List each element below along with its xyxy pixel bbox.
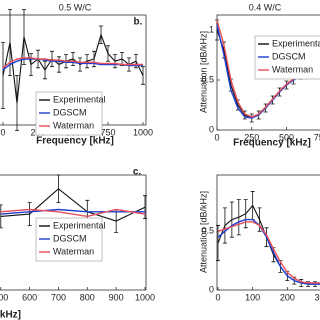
x-tick-label: 0 — [0, 127, 5, 137]
y-tick-label: 0.5 — [201, 74, 214, 84]
error-bar — [229, 201, 234, 238]
x-tick-label: 300 — [314, 292, 320, 302]
x-axis-label: Frequency [kHz] — [36, 136, 114, 147]
series-line — [0, 208, 146, 218]
y-tick-label: 0 — [209, 124, 214, 134]
error-bar — [99, 25, 103, 44]
legend-label: Waterman — [272, 64, 313, 74]
panel-title: 0.4 W/C — [249, 2, 282, 12]
error-bar — [85, 54, 89, 69]
error-bar — [56, 174, 61, 203]
error-bar — [243, 199, 248, 229]
error-bar — [236, 199, 241, 236]
series-line — [217, 221, 320, 284]
x-tick-label: 800 — [80, 292, 95, 302]
x-tick-label: 0 — [214, 132, 219, 142]
error-bar — [257, 207, 262, 232]
series-line — [2, 57, 143, 69]
x-tick-label: 500 — [0, 292, 8, 302]
series-line — [216, 24, 320, 119]
legend-label: Waterman — [53, 246, 94, 256]
error-bar — [143, 195, 147, 220]
x-tick-label: 500 — [279, 132, 294, 142]
x-tick-label: 200 — [280, 292, 295, 302]
x-tick-label: 750 — [314, 132, 320, 142]
error-bar — [92, 50, 96, 68]
x-tick-label: 1000 — [135, 292, 155, 302]
x-tick-label: 900 — [109, 292, 124, 302]
error-bar — [106, 45, 110, 62]
y-axis-label: Attenuation [dB/kHz] — [198, 191, 208, 273]
x-tick-label: 250 — [244, 132, 259, 142]
y-tick-label: 0.5 — [201, 226, 214, 236]
error-bar — [1, 42, 5, 109]
x-tick-label: 0 — [215, 292, 220, 302]
panel-title: 0.5 W/C — [59, 2, 92, 12]
panel-label: c. — [133, 167, 142, 178]
panel-label: b. — [134, 17, 143, 28]
error-bar — [22, 9, 26, 65]
legend-label: Experimental — [53, 94, 106, 104]
error-bar — [120, 52, 124, 66]
legend-label: DGSCM — [272, 51, 306, 61]
y-axis-label: Attenuation [dB/kHz] — [198, 31, 208, 113]
legend-label: Waterman — [53, 120, 94, 130]
y-tick-label: 1 — [209, 24, 214, 34]
series-line — [0, 208, 145, 215]
series-line — [0, 188, 146, 222]
legend-label: Experimental — [272, 38, 320, 48]
error-bar — [43, 60, 47, 80]
x-axis-label: Frequency [kHz] — [233, 138, 311, 149]
x-tick-label: 100 — [245, 292, 260, 302]
series-line — [217, 218, 320, 285]
error-bar — [78, 57, 82, 72]
x-axis-label: Frequency [kHz] — [0, 310, 21, 320]
y-tick-label: 0 — [209, 284, 214, 294]
legend-label: DGSCM — [53, 233, 87, 243]
x-tick-label: 750 — [100, 127, 115, 137]
error-bar — [71, 52, 75, 66]
legend-label: Experimental — [53, 220, 106, 230]
error-bar — [57, 56, 61, 73]
error-bar — [222, 207, 227, 244]
series-line — [216, 19, 320, 118]
error-bar — [50, 50, 54, 68]
error-bar — [15, 75, 19, 131]
x-tick-label: 1000 — [133, 127, 153, 137]
x-tick-label: 600 — [22, 292, 37, 302]
plot-frame — [216, 174, 320, 291]
error-bar — [29, 53, 33, 76]
error-bar — [27, 202, 32, 226]
legend-label: DGSCM — [53, 107, 87, 117]
error-bar — [0, 204, 3, 229]
x-tick-label: 700 — [51, 292, 66, 302]
error-bar — [141, 66, 145, 85]
error-bar — [113, 54, 117, 69]
